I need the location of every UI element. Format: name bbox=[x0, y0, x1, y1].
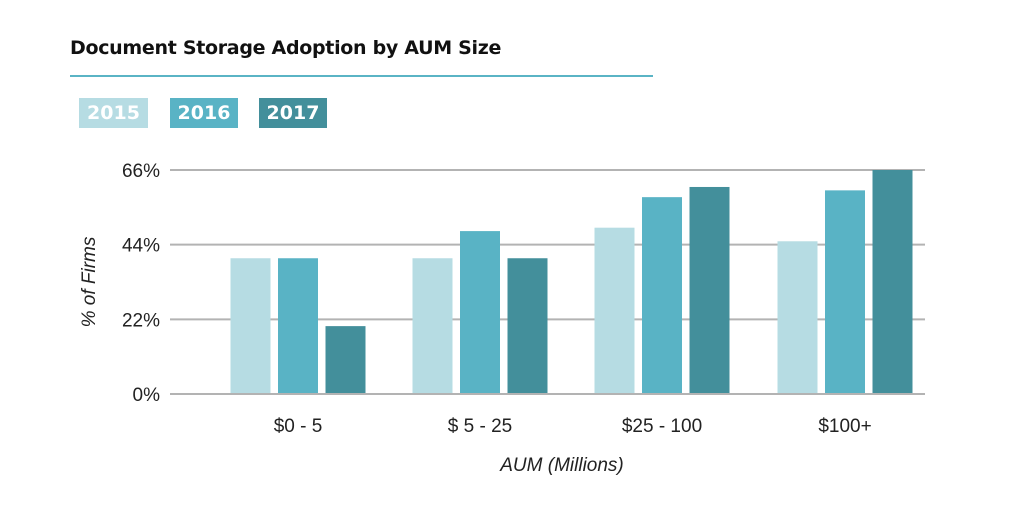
bar-2015 bbox=[412, 258, 453, 394]
bar-2016 bbox=[642, 197, 682, 394]
y-tick-label: 66% bbox=[122, 161, 160, 182]
x-tick-label: $0 - 5 bbox=[274, 416, 323, 437]
y-tick-label: 44% bbox=[122, 236, 160, 257]
bar-2016 bbox=[460, 231, 500, 394]
title-underline bbox=[70, 75, 653, 77]
bar-2017 bbox=[325, 326, 366, 394]
x-tick-label: $25 - 100 bbox=[622, 416, 702, 437]
bar-2016 bbox=[278, 258, 318, 394]
x-tick-label: $100+ bbox=[818, 416, 871, 437]
bar-2015 bbox=[230, 258, 271, 394]
bar-2015 bbox=[594, 227, 635, 394]
bar-2017 bbox=[872, 170, 913, 394]
bar-2017 bbox=[507, 258, 548, 394]
bar-2015 bbox=[777, 241, 818, 394]
bar-2016 bbox=[825, 190, 865, 394]
y-tick-label: 0% bbox=[133, 385, 161, 406]
x-tick-label: $ 5 - 25 bbox=[448, 416, 512, 437]
legend-2015: 2015 bbox=[79, 98, 148, 128]
chart-title: Document Storage Adoption by AUM Size bbox=[70, 37, 502, 59]
y-axis-label: % of Firms bbox=[79, 236, 100, 327]
bar-2017 bbox=[689, 186, 730, 394]
y-tick-label: 22% bbox=[122, 310, 160, 331]
x-axis-label: AUM (Millions) bbox=[499, 455, 624, 476]
legend-2016: 2016 bbox=[170, 98, 238, 128]
legend-2017: 2017 bbox=[259, 98, 327, 128]
